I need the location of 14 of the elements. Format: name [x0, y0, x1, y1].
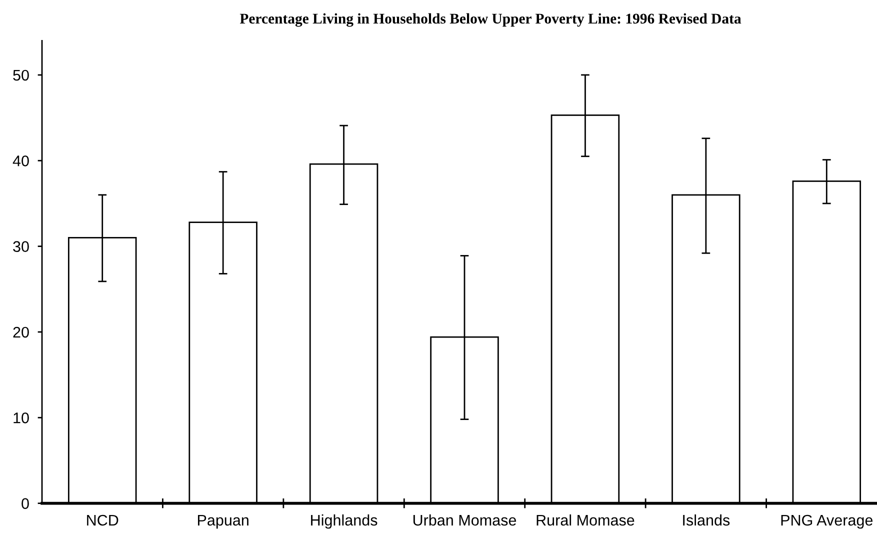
y-tick-label: 30	[13, 241, 29, 252]
x-tick-label: Rural Momase	[536, 514, 634, 526]
y-tick-label: 20	[13, 326, 29, 338]
y-tick-label: 0	[22, 498, 29, 509]
chart-title: Percentage Living in Households Below Upper Poverty Line: 1996 Revised Data	[240, 13, 742, 27]
x-tick-label: Urban Momase	[413, 514, 516, 526]
y-tick-label: 40	[12, 156, 29, 166]
y-tick-label: 10	[14, 412, 29, 424]
x-tick-label: NCD	[87, 514, 118, 526]
x-tick-label: Islands	[683, 514, 730, 526]
x-tick-label: PNG Average	[781, 514, 873, 529]
x-tick-label: Papuan	[198, 514, 248, 529]
y-tick-label: 50	[13, 70, 29, 81]
x-tick-label: Highlands	[311, 514, 378, 529]
